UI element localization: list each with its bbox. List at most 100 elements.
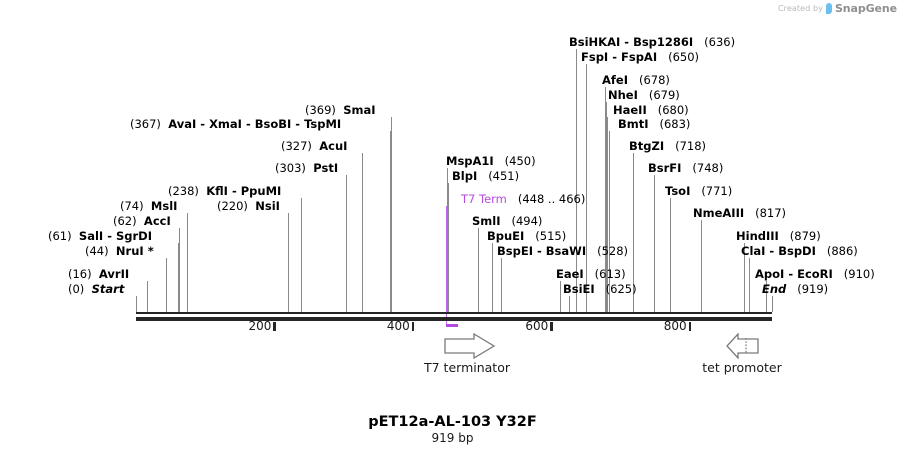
site-enzyme-names: HaeII <box>613 103 647 117</box>
restriction-site-label-blpi[interactable]: BlpI (451) <box>452 170 519 182</box>
restriction-site-label-eaei[interactable]: EaeI (613) <box>556 268 626 280</box>
watermark-prefix: Created by <box>777 4 823 13</box>
site-enzyme-names: AfeI <box>602 73 628 87</box>
restriction-site-label-btgzi[interactable]: BtgZI (718) <box>629 140 706 152</box>
feature-label-t7-term[interactable]: T7 Term (448 .. 466) <box>461 193 585 205</box>
restriction-site-label-msli[interactable]: (74) MslI <box>120 200 177 212</box>
restriction-site-label-hindiii[interactable]: HindIII (879) <box>736 230 821 242</box>
restriction-site-label-fspi[interactable]: FspI - FspAI (650) <box>581 51 699 63</box>
restriction-site-label-start[interactable]: (0) Start <box>68 283 124 295</box>
site-enzyme-names: NheI <box>608 88 638 102</box>
site-leader-line <box>772 296 773 312</box>
restriction-site-label-haeii[interactable]: HaeII (680) <box>613 104 689 116</box>
site-enzyme-name: PpuMI <box>240 184 282 198</box>
site-enzyme-names: AccI <box>144 214 171 228</box>
site-enzyme-name: BspEI <box>497 244 533 258</box>
site-position: (367) <box>130 117 161 131</box>
label-gap <box>779 229 790 243</box>
site-enzyme-name: SmlI <box>472 214 501 228</box>
site-enzyme-name: BsiHKAI <box>569 35 621 49</box>
site-position: (817) <box>755 206 787 220</box>
site-leader-line <box>560 281 562 312</box>
site-position: (74) <box>120 199 144 213</box>
site-enzyme-names: FspI - FspAI <box>581 50 657 64</box>
label-gap <box>524 229 535 243</box>
site-leader-line <box>653 175 655 312</box>
restriction-site-label-smai[interactable]: (369) SmaI <box>305 104 376 116</box>
restriction-site-label-apoi[interactable]: ApoI - EcoRI (910) <box>755 268 875 280</box>
site-enzyme-names: Start <box>92 282 125 296</box>
tet-promoter-arrow[interactable] <box>726 332 760 363</box>
restriction-site-label-bsiei[interactable]: BsiEI (625) <box>563 283 637 295</box>
restriction-site-label-nsii[interactable]: (220) NsiI <box>217 200 280 212</box>
restriction-site-label-smli[interactable]: SmlI (494) <box>472 215 542 227</box>
site-enzyme-name: XmaI <box>209 117 242 131</box>
t7-terminator-arrow[interactable] <box>444 332 496 363</box>
site-leader-line <box>701 220 703 312</box>
restriction-site-label-bsrfi[interactable]: BsrFI (748) <box>648 162 723 174</box>
t7-terminator-feature-bar[interactable] <box>446 324 459 327</box>
site-position: (220) <box>217 199 248 213</box>
restriction-site-label-avai[interactable]: (367) AvaI - XmaI - BsoBI - TspMI <box>130 118 341 130</box>
restriction-site-label-avrii[interactable]: (16) AvrII <box>68 268 129 280</box>
site-leader-line <box>765 281 767 312</box>
plasmid-length: 919 bp <box>431 431 474 445</box>
restriction-site-label-acci[interactable]: (62) AccI <box>113 215 171 227</box>
label-gap <box>494 154 505 168</box>
site-enzyme-name: BspDI <box>778 244 816 258</box>
site-position: (515) <box>535 229 567 243</box>
site-name-separator: - <box>784 267 798 281</box>
label-gap <box>628 73 639 87</box>
restriction-site-label-mspa1i[interactable]: MspA1I (450) <box>446 155 536 167</box>
site-leader-line <box>632 153 634 312</box>
site-enzyme-name: Bsp1286I <box>633 35 694 49</box>
site-position: (238) <box>168 184 199 198</box>
site-enzyme-names: BsrFI <box>648 161 681 175</box>
restriction-site-label-bmti[interactable]: BmtI (683) <box>618 118 690 130</box>
restriction-site-label-nhei[interactable]: NheI (679) <box>608 89 680 101</box>
restriction-site-label-end[interactable]: End (919) <box>762 283 828 295</box>
restriction-site-label-kfli[interactable]: (238) KflI - PpuMI <box>168 185 281 197</box>
label-gap <box>647 103 658 117</box>
site-leader-line <box>166 258 168 312</box>
site-position: (16) <box>68 267 92 281</box>
label-gap <box>657 50 668 64</box>
restriction-site-label-sali[interactable]: (61) SalI - SgrDI <box>48 230 152 242</box>
site-enzyme-names: BsiHKAI - Bsp1286I <box>569 35 693 49</box>
site-name-separator: - <box>608 50 621 64</box>
restriction-site-label-afei[interactable]: AfeI (678) <box>602 74 670 86</box>
label-gap <box>109 244 116 258</box>
site-enzyme-name: EcoRI <box>797 267 833 281</box>
feature-label-name: T7 Term <box>461 192 507 206</box>
site-position: (680) <box>657 103 689 117</box>
site-name-separator: - <box>620 35 634 49</box>
site-enzyme-name: NheI <box>608 88 638 102</box>
site-leader-line <box>288 213 290 312</box>
site-enzyme-name: FspAI <box>621 50 658 64</box>
axis-tick-label: 600 <box>525 319 549 333</box>
site-enzyme-names: KflI - PpuMI <box>206 184 281 198</box>
restriction-site-label-bspei[interactable]: BspEI - BsaWI (528) <box>497 245 628 257</box>
restriction-site-label-tsoi[interactable]: TsoI (771) <box>665 185 732 197</box>
site-enzyme-name: BsoBI <box>254 117 292 131</box>
site-enzyme-name: PstI <box>313 161 339 175</box>
site-enzyme-names: NsiI <box>255 199 280 213</box>
site-leader-line <box>744 243 746 312</box>
restriction-site-label-psti[interactable]: (303) PstI <box>275 162 338 174</box>
restriction-site-label-bpuei[interactable]: BpuEI (515) <box>487 230 566 242</box>
restriction-site-label-bsihkai[interactable]: BsiHKAI - Bsp1286I (636) <box>569 36 735 48</box>
restriction-site-label-nmeaiii[interactable]: NmeAIII (817) <box>693 207 786 219</box>
restriction-site-label-acui[interactable]: (327) AcuI <box>281 140 347 152</box>
site-position: (613) <box>594 267 626 281</box>
feature-label-range: (448 .. 466) <box>517 192 586 206</box>
snapgene-logo-icon <box>825 3 832 14</box>
site-enzyme-names: BmtI <box>618 117 649 131</box>
site-enzyme-name: AfeI <box>602 73 628 87</box>
site-position: (450) <box>504 154 536 168</box>
site-enzyme-names: NmeAIII <box>693 206 744 220</box>
site-name-separator: - <box>196 117 210 131</box>
site-enzyme-name: BtgZI <box>629 139 665 153</box>
site-leader-line <box>447 168 449 312</box>
restriction-site-label-nrui[interactable]: (44) NruI * <box>85 245 154 257</box>
restriction-site-label-clai[interactable]: ClaI - BspDI (886) <box>741 245 858 257</box>
